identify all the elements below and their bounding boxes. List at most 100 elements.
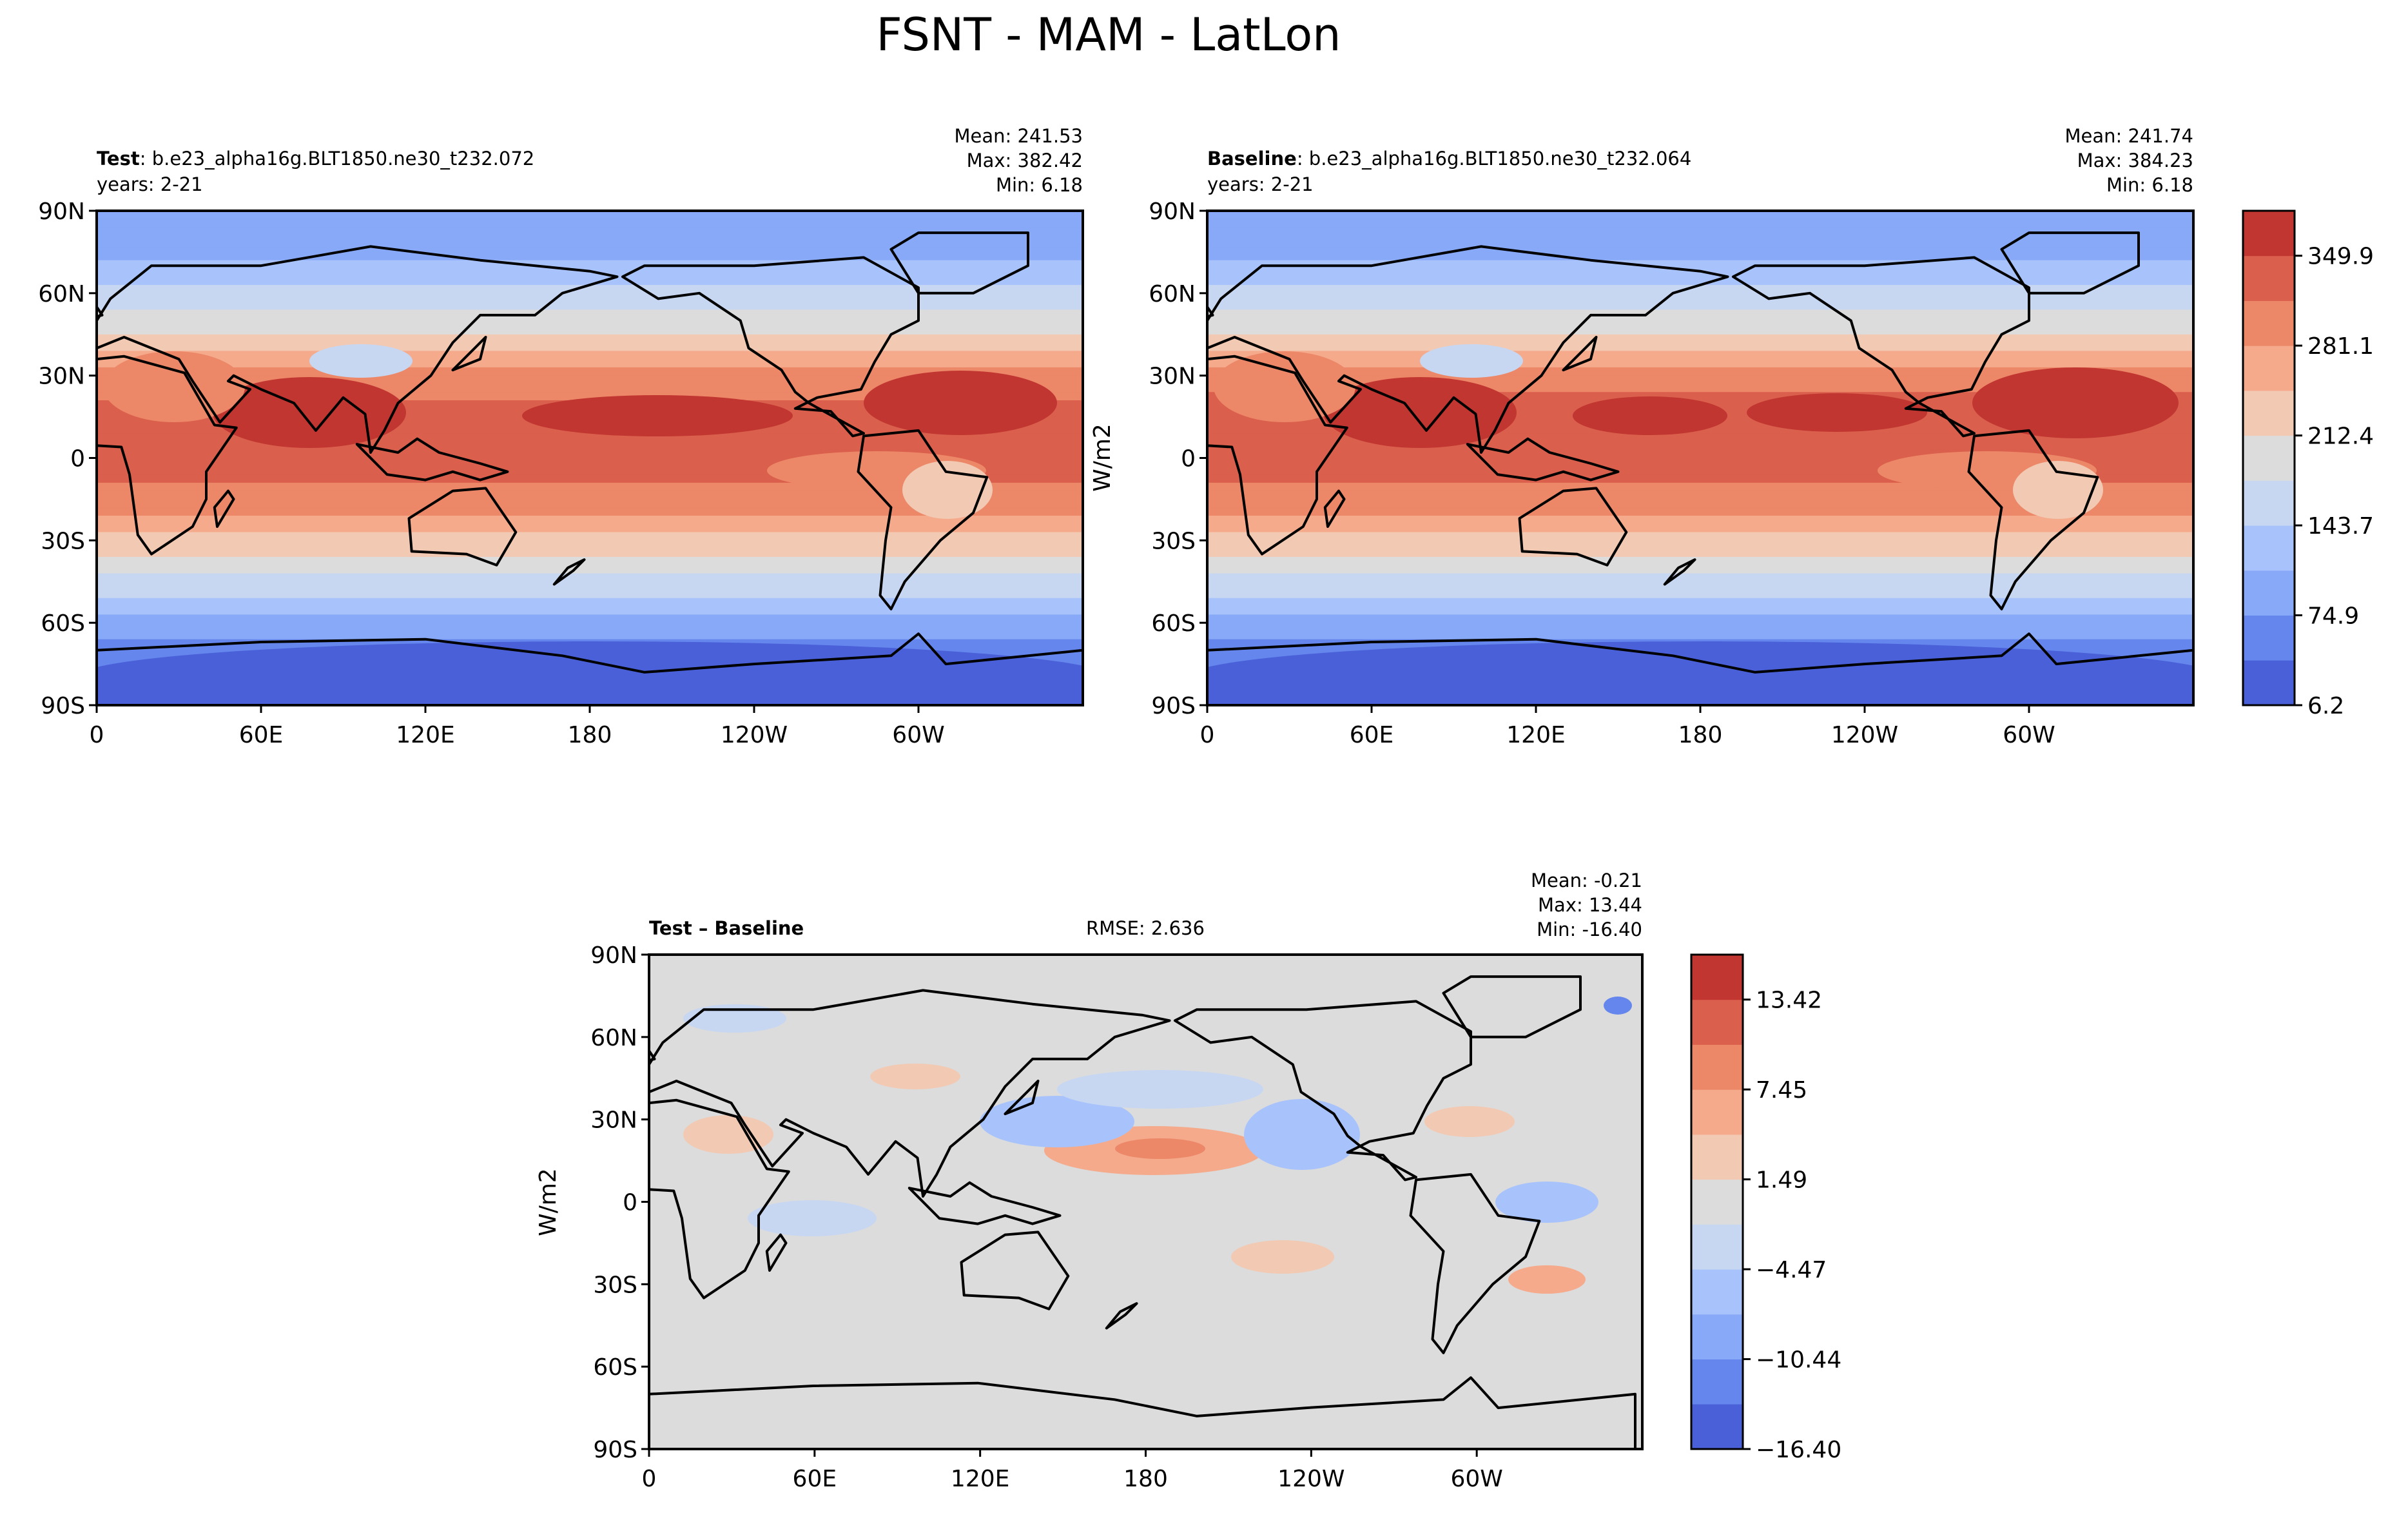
colorbar-diff-color-segment: [1691, 1269, 1743, 1315]
zonal-band: [97, 556, 1083, 566]
y-tick-label: 90N: [38, 199, 85, 225]
baseline-tibet-zone: [1420, 344, 1523, 378]
x-tick-label: 180: [568, 722, 612, 748]
zonal-band: [97, 614, 1083, 624]
y-tick-label: 0: [70, 446, 85, 472]
y-tick-label: 90S: [1151, 693, 1196, 719]
colorbar-diff-color-segment: [1691, 1089, 1743, 1135]
test-mean: Mean: 241.53: [955, 125, 1083, 147]
x-tick-label: 0: [90, 722, 104, 748]
colorbar-top-color-segment: [2243, 435, 2295, 481]
zonal-band: [97, 540, 1083, 550]
zonal-band: [1207, 334, 2193, 344]
colorbar-top-color-segment: [2243, 300, 2295, 346]
colorbar-top: 6.2 74.9 143.7 212.4 281.1 349.9: [2242, 209, 2374, 719]
zonal-band: [97, 268, 1083, 278]
zonal-band: [97, 260, 1083, 269]
baseline-colorbar-label: W/m2: [1089, 423, 1116, 492]
baseline-warm-pool-atlantic: [1972, 367, 2179, 438]
test-warm-pool-pacific: [522, 395, 793, 436]
colorbar-top-color-segment: [2243, 480, 2295, 526]
zonal-band: [97, 326, 1083, 335]
colorbar-diff-color-segment: [1691, 1044, 1743, 1090]
baseline-max: Max: 384.23: [2077, 150, 2193, 171]
diff-positive-atlantic: [1424, 1106, 1515, 1137]
baseline-mean: Mean: 241.74: [2065, 125, 2193, 147]
coastline-indonesia: [355, 437, 509, 482]
zonal-band: [1207, 285, 2193, 294]
colorbar-top-tick-label: 212.4: [2307, 423, 2374, 450]
coastline-south-america: [1409, 1173, 1541, 1354]
baseline-warm-pool-pacific-west: [1573, 396, 1727, 435]
zonal-band: [1207, 565, 2193, 574]
zonal-band: [1207, 523, 2193, 533]
colorbar-diff-tick-label: 1.49: [1756, 1167, 1807, 1194]
colorbar-top-outline: [2242, 209, 2296, 706]
test-y-axis: 90N 60N 30N 0 30S 60S 90S: [38, 199, 97, 719]
x-tick-label: 120W: [1831, 722, 1898, 748]
x-tick-label: 60W: [2003, 722, 2055, 748]
y-tick-label: 60N: [38, 281, 85, 307]
test-sahara-zone: [103, 351, 245, 422]
zonal-band: [1207, 301, 2193, 311]
zonal-band: [97, 211, 1083, 220]
diff-map-field: [649, 955, 1642, 1449]
y-tick-label: 90S: [593, 1437, 637, 1463]
coastline-antarctica: [97, 632, 1083, 705]
x-tick-label: 180: [1678, 722, 1723, 748]
colorbar-top-color-segment: [2243, 660, 2295, 706]
coastline-madagascar: [765, 1233, 788, 1272]
coastline-new-zealand: [1105, 1302, 1138, 1330]
test-max: Max: 382.42: [967, 150, 1083, 171]
test-map-field: [97, 211, 1083, 705]
zonal-band: [1207, 441, 2193, 451]
coastline-greenland: [1442, 975, 1582, 1038]
zonal-band: [1207, 499, 2193, 509]
colorbar-diff-color-segment: [1691, 1314, 1743, 1359]
diff-negative-amazon: [1495, 1182, 1598, 1223]
colorbar-diff-color-segment: [1691, 1224, 1743, 1270]
diff-positive-south-atlantic: [1508, 1265, 1586, 1294]
zonal-band: [1207, 219, 2193, 228]
zonal-band: [97, 244, 1083, 253]
coastline-south-america: [857, 429, 989, 610]
colorbar-diff-color-segment: [1691, 999, 1743, 1045]
diff-negative-greenland: [1604, 997, 1632, 1015]
zonal-band: [1207, 211, 2193, 220]
baseline-sahara-zone: [1214, 351, 1355, 422]
diff-positive-africa: [683, 1115, 773, 1154]
diff-negative-indian: [748, 1200, 877, 1236]
zonal-band: [1207, 268, 2193, 278]
coastline-japan: [1562, 336, 1598, 372]
x-tick-label: 60E: [239, 722, 284, 748]
colorbar-diff-color-segment: [1691, 955, 1743, 1000]
zonal-band: [97, 499, 1083, 509]
coastline-africa: [1207, 355, 1348, 556]
coastline-north-america: [1732, 256, 2030, 438]
coastline-antarctica: [649, 1376, 1636, 1449]
colorbar-top-color-segment: [2243, 390, 2295, 436]
test-coastlines: [97, 231, 1083, 705]
coastline-greenland: [889, 231, 1029, 295]
x-tick-label: 60E: [1350, 722, 1394, 748]
baseline-title: Baseline: b.e23_alpha16g.BLT1850.ne30_t2…: [1207, 148, 1691, 170]
zonal-band: [1207, 516, 2193, 525]
baseline-y-axis: 90N 60N 30N 0 30S 60S 90S: [1149, 199, 1207, 719]
zonal-band: [1207, 251, 2193, 261]
test-label: Test: [97, 148, 140, 170]
coastline-eurasia: [1207, 245, 1729, 454]
panel-difference: Test – Baseline RMSE: 2.636 Mean: -0.21 …: [535, 870, 1644, 1492]
colorbar-top-tick-label: 74.9: [2307, 603, 2359, 630]
zonal-band: [97, 532, 1083, 541]
y-tick-label: 60S: [41, 610, 85, 637]
x-tick-label: 0: [642, 1466, 657, 1492]
panel-baseline: Baseline: b.e23_alpha16g.BLT1850.ne30_t2…: [1089, 125, 2195, 748]
zonal-band: [97, 590, 1083, 599]
baseline-coastlines: [1207, 231, 2193, 705]
diff-y-axis: 90N 60N 30N 0 30S 60S 90S: [590, 942, 649, 1463]
x-tick-label: 120E: [1506, 722, 1565, 748]
zonal-band: [1207, 623, 2193, 632]
coastline-madagascar: [213, 489, 235, 528]
zonal-band: [1207, 614, 2193, 624]
colorbar-top-tick-label: 143.7: [2307, 513, 2374, 540]
